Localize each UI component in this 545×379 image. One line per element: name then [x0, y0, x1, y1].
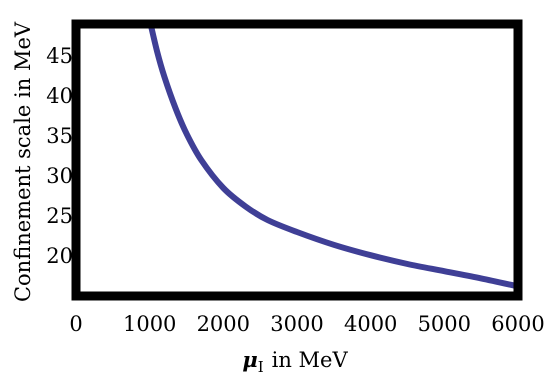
x-tick-label: 4000 — [344, 312, 397, 336]
y-tick-label: 20 — [46, 244, 73, 268]
plot-frame — [71, 19, 523, 301]
x-axis-label-subscript: I — [258, 358, 264, 376]
x-axis-label-symbol: μ — [242, 347, 257, 372]
y-tick-label: 40 — [46, 84, 73, 108]
y-tick-label: 35 — [46, 124, 73, 148]
y-tick-label: 25 — [46, 204, 73, 228]
series-line-0 — [147, 24, 518, 290]
y-tick-label: 45 — [46, 44, 73, 68]
x-axis-label-text: in MeV — [272, 348, 349, 372]
axis-ticks: 0 1000 2000 3000 4000 5000 6000 20 25 30 35 40 45 — [46, 44, 544, 336]
x-axis-label: μI in MeV — [242, 347, 348, 376]
x-tick-label: 5000 — [418, 312, 471, 336]
y-tick-label: 30 — [46, 164, 73, 188]
x-tick-label: 2000 — [197, 312, 250, 336]
x-tick-label: 6000 — [491, 312, 544, 336]
x-tick-label: 3000 — [270, 312, 323, 336]
x-tick-label: 0 — [69, 312, 82, 336]
x-tick-label: 1000 — [123, 312, 176, 336]
plot-area — [147, 24, 518, 290]
y-axis-label: Confinement scale in MeV — [11, 21, 35, 302]
